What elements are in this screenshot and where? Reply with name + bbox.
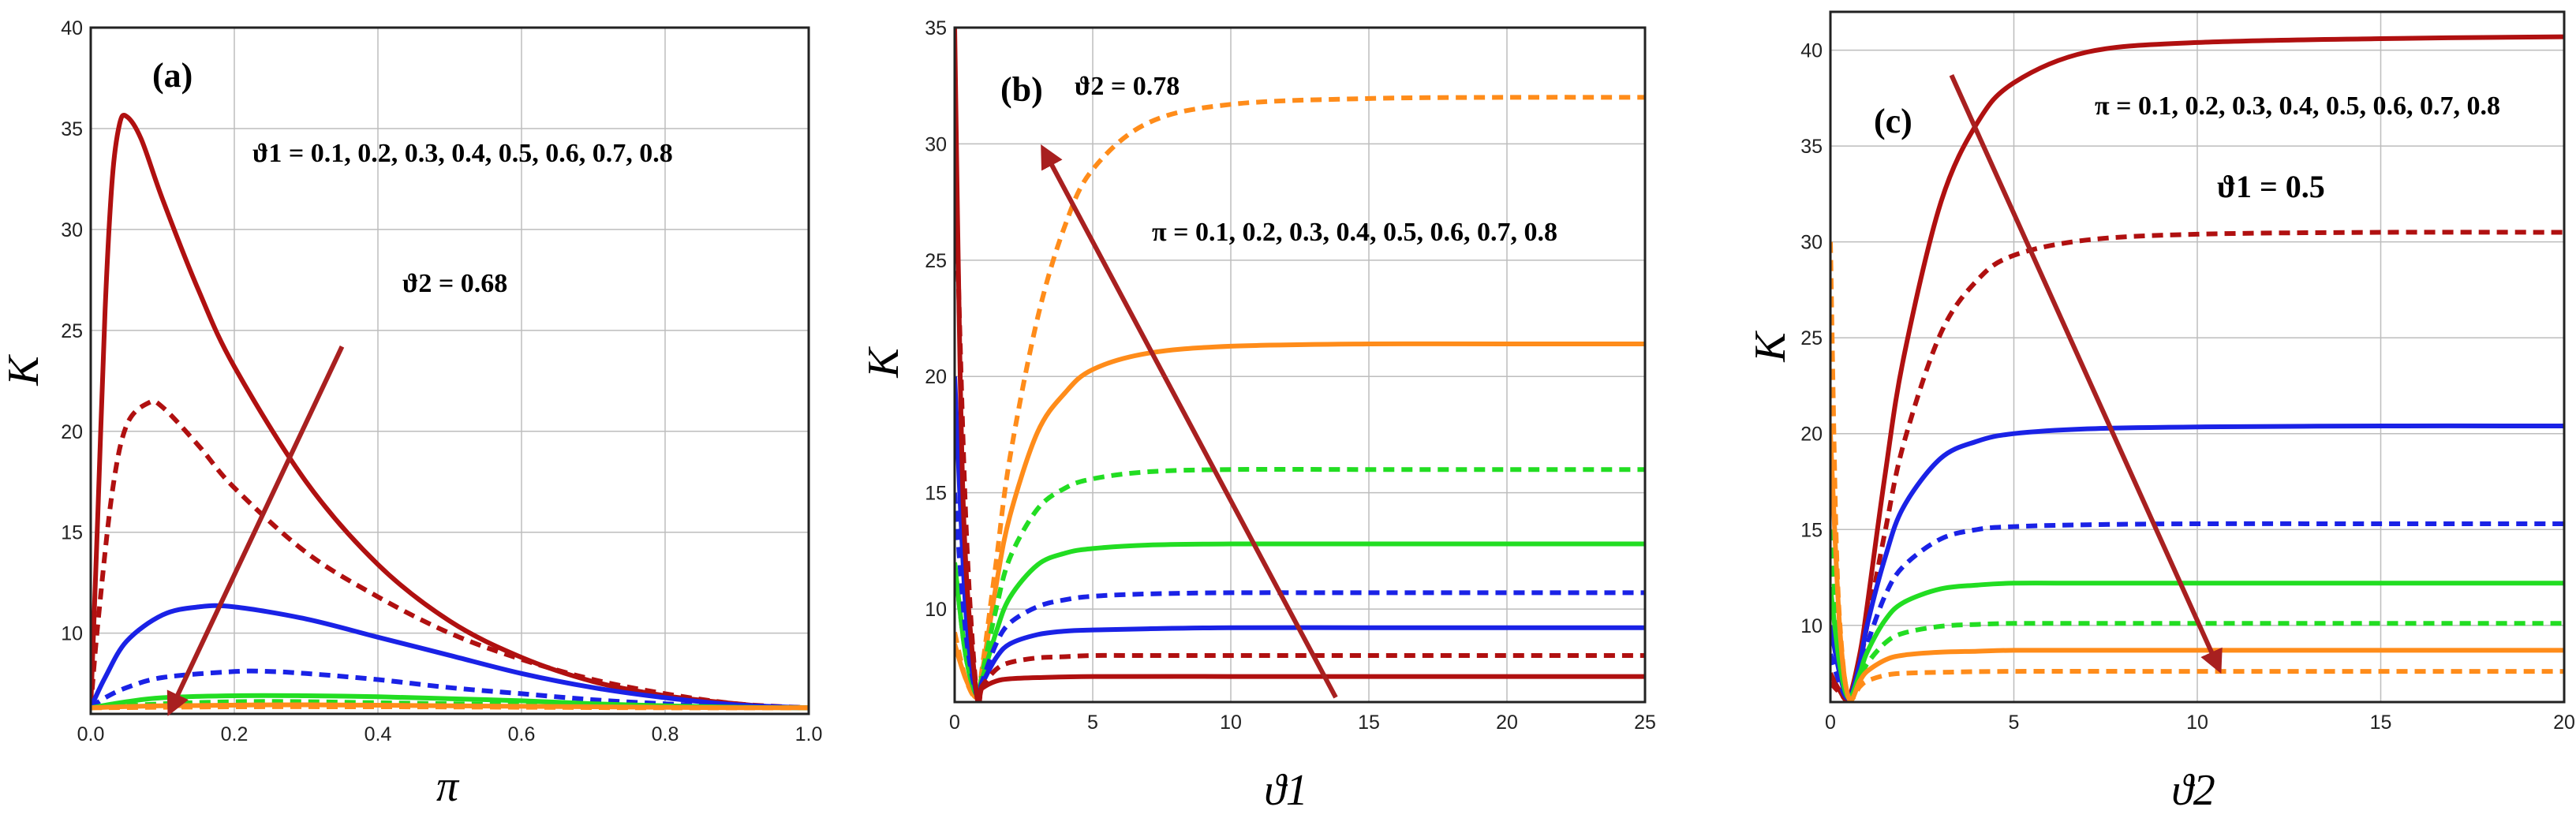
y-tick-label-a-5: 35 [61,118,83,140]
series-line-b-5 [955,492,1645,700]
trend-arrow-c [1949,73,2223,674]
y-tick-label-c-5: 35 [1800,136,1823,158]
panel-label-c: (c) [1874,102,1912,140]
x-axis-label-b: ϑ1 [1264,766,1307,815]
y-tick-label-a-3: 25 [61,320,83,342]
series-line-c-7 [1830,433,2564,702]
annotation-theta2-a: ϑ2 = 0.68 [402,269,507,298]
series-line-b-4 [955,541,1645,699]
panel-a: 0.0 0.2 0.4 0.6 0.8 1.0 10 15 20 25 30 35 40 π K (a… [0,17,822,811]
y-ticks-c: 10 15 20 25 30 35 40 [1800,40,1823,637]
y-axis-label-b: K [859,346,908,379]
series-line-a-1 [91,113,809,711]
y-tick-label-b-2: 20 [925,366,947,388]
x-tick-label-c-4: 20 [2553,712,2575,734]
x-ticks-c: 0 5 10 15 20 [1825,712,2575,734]
y-tick-label-c-0: 10 [1800,615,1823,637]
x-tick-label-b-0: 0 [949,712,960,734]
y-tick-label-c-6: 40 [1800,40,1823,62]
annotation-theta1-c: ϑ1 = 0.5 [2217,169,2325,204]
series-line-c-8 [1830,241,2564,702]
series-line-b-8 [955,28,1645,702]
x-tick-label-a-0: 0.0 [77,723,105,745]
x-axis-label-a: π [436,762,460,811]
grid-b [954,27,1646,702]
annotation-theta2-b: ϑ2 = 0.78 [1075,72,1180,101]
y-tick-label-b-3: 25 [925,250,947,272]
x-tick-label-a-1: 0.2 [221,723,249,745]
y-tick-label-c-2: 20 [1800,424,1823,446]
x-tick-label-a-3: 0.6 [508,723,536,745]
plot-frame-a [89,26,810,715]
x-tick-label-a-2: 0.4 [365,723,392,745]
annotation-pi-values-b: π = 0.1, 0.2, 0.3, 0.4, 0.5, 0.6, 0.7, 0… [1152,218,1557,247]
x-tick-label-c-2: 10 [2186,712,2208,734]
curves-c [1830,34,2564,702]
y-tick-label-b-4: 30 [925,133,947,155]
y-tick-label-c-1: 15 [1800,519,1823,541]
x-tick-label-b-4: 20 [1496,712,1518,734]
y-tick-label-a-1: 15 [61,522,83,544]
x-tick-label-c-0: 0 [1825,712,1836,734]
y-tick-label-a-6: 40 [61,17,83,39]
y-tick-label-b-0: 10 [925,599,947,621]
x-axis-label-c: ϑ2 [2171,766,2215,815]
x-tick-label-a-4: 0.8 [652,723,679,745]
y-axis-label-c: K [1746,331,1795,363]
x-tick-label-c-3: 15 [2370,712,2392,734]
y-axis-label-a: K [0,354,48,387]
x-tick-label-b-2: 10 [1220,712,1242,734]
y-tick-label-b-1: 15 [925,483,947,505]
plot-frame-c [1829,10,2566,704]
annotation-theta1-values-a: ϑ1 = 0.1, 0.2, 0.3, 0.4, 0.5, 0.6, 0.7, … [252,139,673,168]
series-line-a-3 [91,603,809,711]
plot-frame-b [953,26,1647,704]
y-tick-label-c-3: 25 [1800,327,1823,349]
x-tick-label-a-5: 1.0 [795,723,823,745]
trend-arrow-b [1041,144,1338,699]
x-tick-label-b-1: 5 [1087,712,1098,734]
y-tick-label-a-4: 30 [61,219,83,241]
panel-c: 0 5 10 15 20 10 15 20 25 30 35 40 ϑ2 K (c) π = 0.1… [1746,10,2575,815]
x-tick-label-b-3: 15 [1358,712,1380,734]
panel-label-b: (b) [1000,70,1043,109]
series-line-b-2 [955,341,1645,700]
x-ticks-a: 0.0 0.2 0.4 0.6 0.8 1.0 [77,723,823,745]
series-line-a-7 [91,702,809,711]
series-line-b-6 [955,376,1645,702]
x-ticks-b: 0 5 10 15 20 25 [949,712,1656,734]
annotation-pi-values-c: π = 0.1, 0.2, 0.3, 0.4, 0.5, 0.6, 0.7, 0… [2095,92,2500,121]
trend-arrow-a [166,346,345,716]
series-line-b-3 [955,466,1645,698]
y-ticks-b: 10 15 20 25 30 35 [925,17,947,621]
curves-b [955,28,1645,702]
y-tick-label-a-0: 10 [61,623,83,645]
x-tick-label-c-1: 5 [2009,712,2020,734]
panel-label-a: (a) [152,56,193,95]
y-tick-label-c-4: 30 [1800,232,1823,254]
y-tick-label-a-2: 20 [61,421,83,443]
panel-b: 0 5 10 15 20 25 10 15 20 25 30 35 ϑ1 K (b) ϑ2 = 0.… [859,17,1656,815]
y-ticks-a: 10 15 20 25 30 35 40 [61,17,83,645]
y-tick-label-b-5: 35 [925,17,947,39]
series-line-a-2 [91,398,809,711]
x-tick-label-b-5: 25 [1634,712,1656,734]
grid-a [90,27,809,714]
curves-a [91,113,809,711]
